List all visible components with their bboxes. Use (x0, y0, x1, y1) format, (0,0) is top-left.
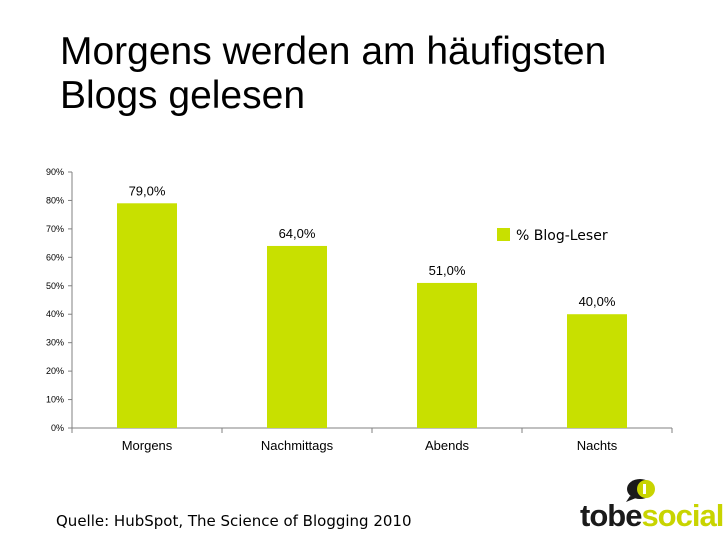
bar-series: 79,0% 64,0% 51,0% 40,0% (117, 183, 627, 428)
logo-wordmark: tobesocial (580, 498, 724, 534)
tobesocial-logo: tobesocial (580, 478, 724, 534)
y-tick-label: 10% (46, 395, 64, 405)
x-tick-label: Morgens (122, 438, 173, 453)
bar-nachts (567, 314, 627, 428)
y-tick-label: 50% (46, 281, 64, 291)
legend-swatch (497, 228, 510, 241)
logo-text-tobe: tobe (580, 498, 642, 533)
data-label: 64,0% (279, 226, 316, 241)
y-tick-label: 70% (46, 224, 64, 234)
y-tick-label: 40% (46, 309, 64, 319)
slide-title: Morgens werden am häufigsten Blogs geles… (60, 30, 700, 118)
bar-nachmittags (267, 245, 327, 428)
x-tick-label: Nachts (577, 438, 618, 453)
y-tick-label: 20% (46, 366, 64, 376)
x-axis: Morgens Nachmittags Abends Nachts (71, 427, 673, 453)
chart-legend: % Blog-Leser (497, 228, 608, 244)
y-tick-label: 90% (46, 167, 64, 177)
y-tick-label: 60% (46, 252, 64, 262)
legend-label: % Blog-Leser (516, 228, 608, 244)
slide-title-line-1: Morgens werden am häufigsten (60, 30, 607, 73)
speech-bubble-icon (626, 479, 655, 502)
bar-abends (417, 282, 477, 428)
bar-morgens (117, 203, 177, 428)
data-label: 40,0% (579, 294, 616, 309)
source-note: Quelle: HubSpot, The Science of Blogging… (56, 512, 412, 530)
data-label: 51,0% (429, 263, 466, 278)
y-tick-label: 80% (46, 195, 64, 205)
x-tick-label: Nachmittags (261, 438, 334, 453)
y-tick-label: 0% (51, 423, 64, 433)
logo-text-social: social (641, 498, 724, 533)
slide-title-line-2: Blogs gelesen (60, 74, 306, 117)
x-tick-label: Abends (425, 438, 470, 453)
data-label: 79,0% (129, 183, 166, 198)
y-axis: 0% 10% 20% 30% 40% 50% 60% 70% 80% 90% (46, 167, 73, 433)
bar-chart: 0% 10% 20% 30% 40% 50% 60% 70% 80% 90% Morgens Nac… (46, 167, 673, 453)
y-tick-label: 30% (46, 338, 64, 348)
